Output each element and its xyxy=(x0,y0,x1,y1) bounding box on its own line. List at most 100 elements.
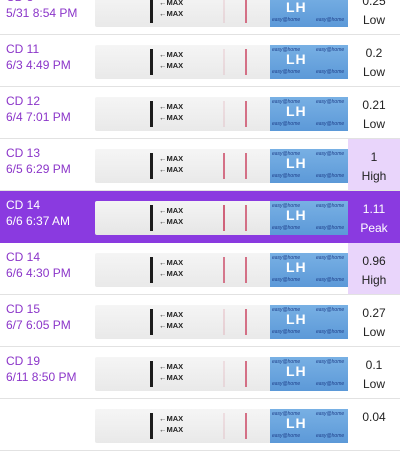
max-marker-label: ←MAX xyxy=(159,269,184,278)
test-entry-row[interactable]: CD 19 6/11 8:50 PM ←MAX ←MAX LH easy@home easy… xyxy=(0,347,400,399)
test-entry-row[interactable]: CD 85/31 8:54 PM←MAX←MAXLHeasy@homeeasy@… xyxy=(0,0,400,35)
lh-level-label: Low xyxy=(362,65,385,79)
test-entry-row[interactable]: CD 14 6/6 4:30 PM ←MAX ←MAX LH easy@home easy@… xyxy=(0,243,400,295)
entry-label: CD 85/31 8:54 PM xyxy=(6,0,77,21)
lh-label: LH xyxy=(286,0,307,15)
control-line xyxy=(245,205,247,231)
lh-test-strip-image: ←MAX←MAXLHeasy@homeeasy@homeeasy@homeeas… xyxy=(95,0,350,27)
max-marker-label: ←MAX xyxy=(159,321,184,330)
lh-ratio-value: 1.11 xyxy=(362,202,386,216)
test-entry-row[interactable]: CD 14 6/6 6:37 AM ←MAX ←MAX LH easy@home easy@… xyxy=(0,191,400,243)
test-datetime-label: 6/11 8:50 PM xyxy=(6,370,77,384)
test-entry-row[interactable]: CD 11 6/3 4:49 PM ←MAX ←MAX LH easy@home easy@… xyxy=(0,35,400,87)
entry-label: CD 11 6/3 4:49 PM xyxy=(6,41,71,73)
lh-ratio-value: 0.1 xyxy=(365,358,383,372)
max-marker-label: ←MAX xyxy=(159,9,184,18)
test-datetime-label: 6/4 7:01 PM xyxy=(6,110,71,124)
brand-logo: easy@home xyxy=(316,411,345,417)
cycle-day-label: CD 15 xyxy=(6,302,41,316)
max-marker-label: ←MAX xyxy=(159,102,184,111)
strip-handle-bar xyxy=(150,309,153,335)
lh-label: LH xyxy=(286,103,307,119)
brand-logo: easy@home xyxy=(316,381,345,387)
test-entry-row[interactable]: CD 13 6/5 6:29 PM ←MAX ←MAX LH easy@home easy@… xyxy=(0,139,400,191)
max-marker-label: ←MAX xyxy=(159,425,184,434)
test-entry-row[interactable]: ←MAX ←MAX LH easy@home easy@home easy@home eas… xyxy=(0,399,400,451)
lh-ratio-value: 0.96 xyxy=(362,254,386,268)
max-marker-label: ←MAX xyxy=(159,414,184,423)
brand-logo: easy@home xyxy=(316,277,345,283)
lh-ratio-value: 0.04 xyxy=(362,410,386,424)
max-marker-label: ←MAX xyxy=(159,362,184,371)
lh-ratio-value: 0.2 xyxy=(365,46,383,60)
brand-logo: easy@home xyxy=(316,433,345,439)
brand-logo: easy@home xyxy=(272,0,300,1)
max-marker-label: ←MAX xyxy=(159,310,184,319)
lh-ratio-value: 0.27 xyxy=(362,306,386,320)
max-marker-label: ←MAX xyxy=(159,61,184,70)
strip-handle-bar xyxy=(150,101,153,127)
lh-label: LH xyxy=(286,363,307,379)
lh-level-label: Low xyxy=(362,325,385,339)
strip-handle-bar xyxy=(150,361,153,387)
max-marker-label: ←MAX xyxy=(159,165,184,174)
test-datetime-label: 6/6 6:37 AM xyxy=(6,214,71,228)
lh-label: LH xyxy=(286,207,307,223)
test-line xyxy=(223,361,225,387)
brand-logo: easy@home xyxy=(272,381,301,387)
test-datetime-label: 5/31 8:54 PM xyxy=(6,6,78,20)
brand-logo: easy@home xyxy=(316,329,345,335)
brand-logo: easy@home xyxy=(316,121,345,127)
lh-level-label: High xyxy=(361,273,387,287)
lh-ratio-value: 0.25 xyxy=(362,0,386,8)
brand-logo: easy@home xyxy=(272,17,301,23)
brand-logo: easy@home xyxy=(272,307,301,313)
brand-logo: easy@home xyxy=(316,255,345,261)
lh-ratio-value: 1 xyxy=(370,150,378,164)
test-datetime-label: 6/3 4:49 PM xyxy=(6,58,71,72)
test-entry-row[interactable]: CD 15 6/7 6:05 PM ←MAX ←MAX LH easy@home easy@… xyxy=(0,295,400,347)
test-line xyxy=(223,413,225,439)
lh-result-cell: 0.96 High xyxy=(348,243,400,294)
max-marker-label: ←MAX xyxy=(159,50,184,59)
brand-logo: easy@home xyxy=(316,225,345,231)
test-entry-row[interactable]: CD 12 6/4 7:01 PM ←MAX ←MAX LH easy@home easy@… xyxy=(0,87,400,139)
strip-handle-bar xyxy=(150,153,153,179)
cycle-day-label: CD 12 xyxy=(6,94,41,108)
brand-logo: easy@home xyxy=(316,17,345,23)
control-line xyxy=(245,309,247,335)
test-line xyxy=(223,101,225,127)
entry-label: CD 13 6/5 6:29 PM xyxy=(6,145,71,177)
brand-logo: easy@home xyxy=(272,121,301,127)
brand-logo: easy@home xyxy=(272,69,301,75)
brand-logo: easy@home xyxy=(272,47,301,53)
brand-logo: easy@home xyxy=(272,359,301,365)
control-line xyxy=(245,0,247,23)
test-line xyxy=(223,49,225,75)
control-line xyxy=(245,101,247,127)
control-line xyxy=(245,413,247,439)
test-datetime-label: 6/7 6:05 PM xyxy=(6,318,71,332)
brand-logo: easy@home xyxy=(272,173,301,179)
brand-logo: easy@home xyxy=(316,99,345,105)
lh-ratio-value: 0.21 xyxy=(362,98,386,112)
entry-label: CD 14 6/6 6:37 AM xyxy=(6,197,70,229)
lh-result-cell: 0.04 xyxy=(348,399,400,450)
brand-logo: easy@home xyxy=(272,277,301,283)
lh-level-label: High xyxy=(361,169,387,183)
brand-logo: easy@home xyxy=(316,151,345,157)
lh-label: LH xyxy=(286,51,307,67)
max-marker-label: ←MAX xyxy=(159,217,184,226)
control-line xyxy=(245,257,247,283)
brand-logo: easy@home xyxy=(272,329,301,335)
